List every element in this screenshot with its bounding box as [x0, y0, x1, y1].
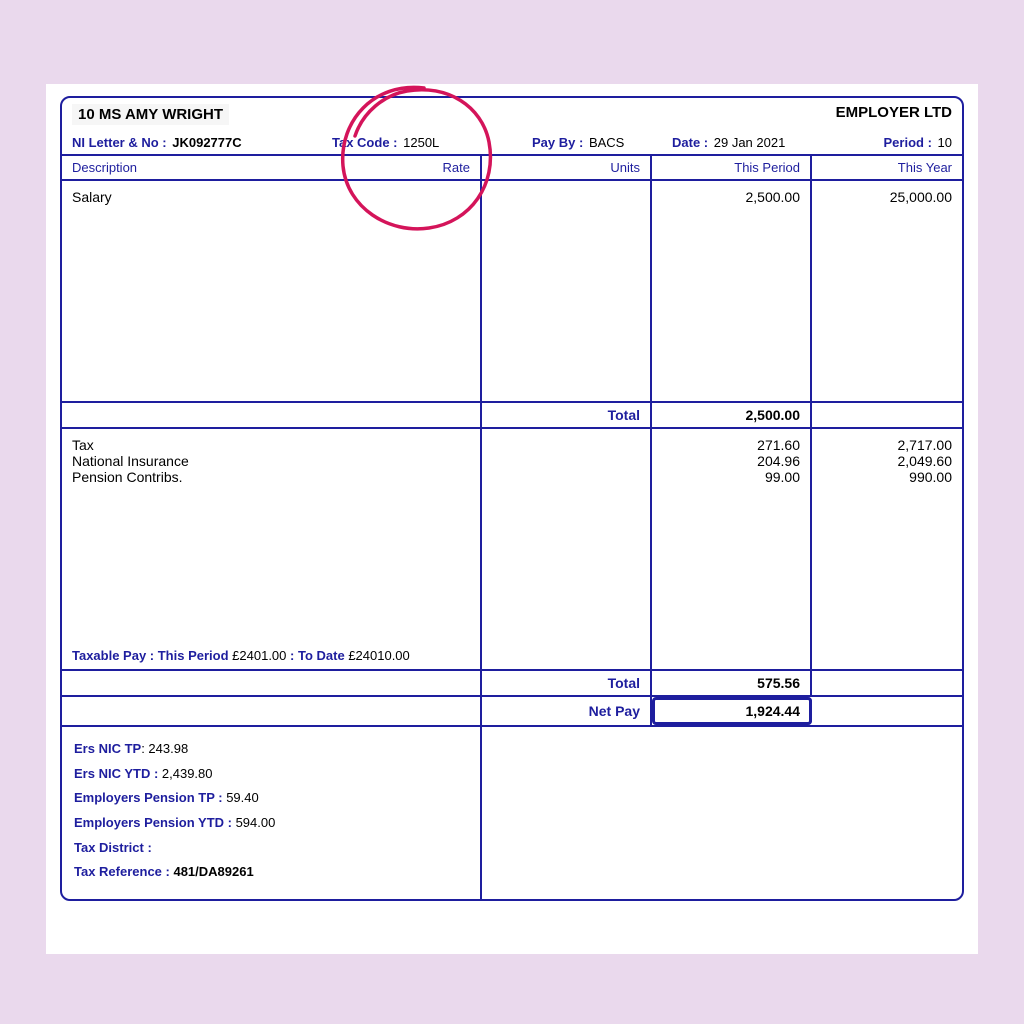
taxable-label-2: : To Date: [290, 648, 345, 663]
earnings-year: 25,000.00: [812, 181, 962, 401]
footer-label: Ers NIC TP: [74, 741, 141, 756]
footer-line: Tax District :: [74, 836, 468, 861]
deductions-total-row: Total 575.56: [62, 669, 962, 697]
footer-label: Employers Pension YTD :: [74, 815, 232, 830]
deduction-desc: National Insurance: [72, 453, 470, 469]
deductions-total-label: Total: [482, 671, 652, 695]
taxable-value-2: £24010.00: [348, 648, 409, 663]
date-label: Date :: [672, 135, 708, 150]
deduction-year: 2,717.00: [822, 437, 952, 453]
earnings-total-label: Total: [482, 403, 652, 427]
period-value: 10: [938, 135, 952, 150]
footer-line: Employers Pension TP : 59.40: [74, 786, 468, 811]
date-value: 29 Jan 2021: [714, 135, 786, 150]
employer-name: EMPLOYER LTD: [836, 104, 952, 121]
taxable-label-1: Taxable Pay : This Period: [72, 648, 229, 663]
footer-line: Tax Reference : 481/DA89261: [74, 860, 468, 885]
tax-code-value: 1250L: [403, 135, 439, 150]
deductions-period-col: 271.60204.9699.00: [652, 429, 812, 669]
ni-value: JK092777C: [172, 135, 241, 150]
deductions-year-col: 2,717.002,049.60990.00: [812, 429, 962, 669]
pay-by-value: BACS: [589, 135, 624, 150]
footer-left: Ers NIC TP: 243.98Ers NIC YTD : 2,439.80…: [62, 727, 482, 899]
taxable-pay-line: Taxable Pay : This Period £2401.00 : To …: [72, 648, 410, 663]
footer-value: 594.00: [232, 815, 275, 830]
footer-line: Ers NIC TP: 243.98: [74, 737, 468, 762]
col-units: Units: [482, 156, 652, 179]
footer-label: Tax District :: [74, 840, 152, 855]
earnings-desc: Salary: [62, 181, 482, 401]
earnings-section: Salary 2,500.00 25,000.00: [62, 181, 962, 401]
footer-line: Ers NIC YTD : 2,439.80: [74, 762, 468, 787]
deduction-year: 2,049.60: [822, 453, 952, 469]
deductions-desc-col: TaxNational InsurancePension Contribs.: [62, 429, 482, 669]
footer-value: 481/DA89261: [170, 864, 254, 879]
deduction-desc: Pension Contribs.: [72, 469, 470, 485]
footer-section: Ers NIC TP: 243.98Ers NIC YTD : 2,439.80…: [62, 727, 962, 899]
col-description: Description: [62, 156, 382, 179]
deductions-total-value: 575.56: [652, 671, 812, 695]
payslip-header: 10 MS AMY WRIGHT EMPLOYER LTD NI Letter …: [62, 98, 962, 154]
tax-code-label: Tax Code :: [332, 135, 398, 150]
footer-label: Employers Pension TP :: [74, 790, 223, 805]
earnings-total-row: Total 2,500.00: [62, 401, 962, 429]
earnings-units: [482, 181, 652, 401]
deduction-period: 99.00: [662, 469, 800, 485]
deduction-period: 204.96: [662, 453, 800, 469]
col-this-period: This Period: [652, 156, 812, 179]
net-pay-value: 1,924.44: [652, 697, 812, 725]
deduction-period: 271.60: [662, 437, 800, 453]
footer-value: 2,439.80: [158, 766, 212, 781]
col-this-year: This Year: [812, 156, 962, 179]
net-pay-label: Net Pay: [482, 697, 652, 725]
taxable-value-1: £2401.00: [232, 648, 286, 663]
deductions-section: TaxNational InsurancePension Contribs. 2…: [62, 429, 962, 669]
footer-line: Employers Pension YTD : 594.00: [74, 811, 468, 836]
earnings-total-value: 2,500.00: [652, 403, 812, 427]
earnings-period: 2,500.00: [652, 181, 812, 401]
footer-label: Ers NIC YTD :: [74, 766, 158, 781]
employee-name: 10 MS AMY WRIGHT: [72, 104, 229, 125]
pay-by-label: Pay By :: [532, 135, 583, 150]
period-label: Period :: [884, 135, 932, 150]
col-rate: Rate: [382, 156, 482, 179]
footer-right: [482, 727, 962, 899]
payslip-container: 10 MS AMY WRIGHT EMPLOYER LTD NI Letter …: [60, 96, 964, 901]
deduction-year: 990.00: [822, 469, 952, 485]
payslip-sheet: 10 MS AMY WRIGHT EMPLOYER LTD NI Letter …: [46, 84, 978, 954]
footer-value: : 243.98: [141, 741, 188, 756]
deductions-units-col: [482, 429, 652, 669]
footer-label: Tax Reference :: [74, 864, 170, 879]
deduction-desc: Tax: [72, 437, 470, 453]
net-pay-row: Net Pay 1,924.44: [62, 697, 962, 727]
ni-label: NI Letter & No :: [72, 135, 167, 150]
column-headers: Description Rate Units This Period This …: [62, 154, 962, 181]
footer-value: 59.40: [223, 790, 259, 805]
